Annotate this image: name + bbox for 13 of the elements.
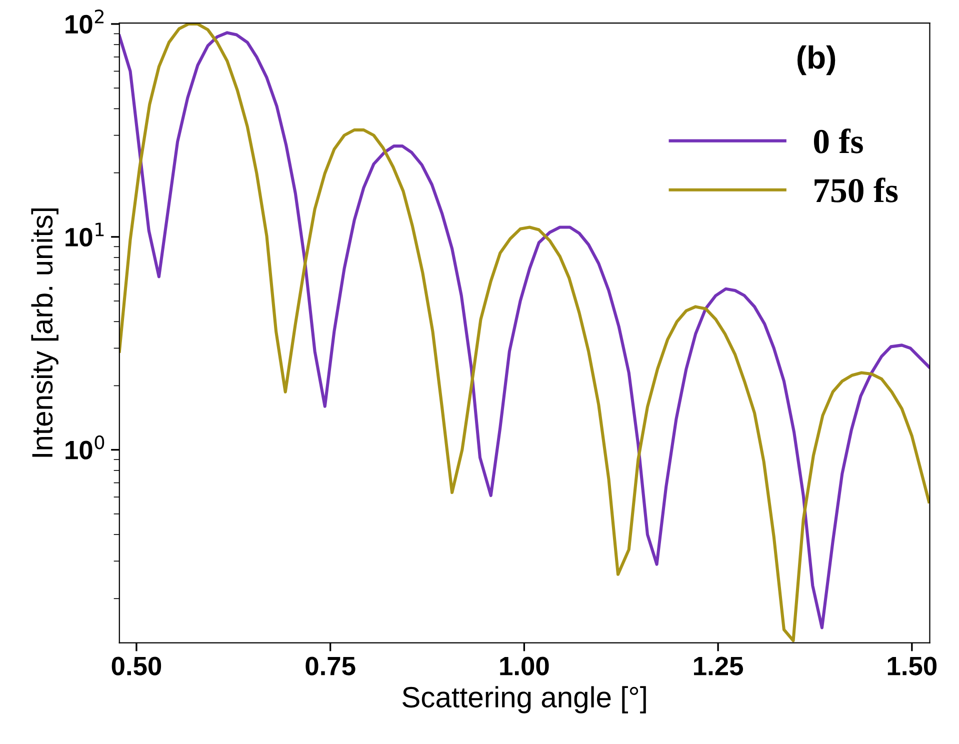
x-tick-label: 1.25 xyxy=(694,656,743,676)
y-axis-title: Intensity [arb. units] xyxy=(31,208,58,457)
x-tick-label: 0.75 xyxy=(306,656,356,676)
x-tick-label: 0.50 xyxy=(112,656,162,676)
y-tick-label: 10$^{0}$ xyxy=(66,435,104,460)
annotation: (b) xyxy=(798,45,836,76)
y-tick-label: 10$^{2}$ xyxy=(66,10,104,34)
y-tick-label: 10$^{1}$ xyxy=(66,222,104,247)
x-tick-label: 1.50 xyxy=(888,656,937,676)
x-tick-label: 1.00 xyxy=(500,656,549,676)
x-axis-title: Scattering angle [°] xyxy=(402,686,646,714)
legend-label: 0 fs xyxy=(814,128,863,154)
legend-label: 750 fs xyxy=(814,178,898,202)
